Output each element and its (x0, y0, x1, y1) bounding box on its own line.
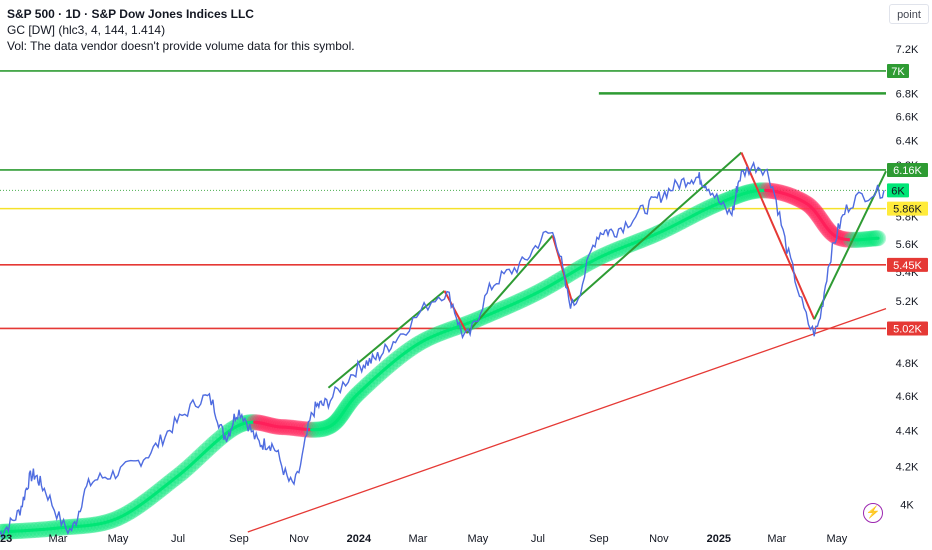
x-tick-label: May (108, 533, 129, 545)
price-line (0, 160, 885, 540)
y-tick-label: 4.4K (896, 426, 919, 438)
trend-line-3 (466, 234, 554, 334)
x-tick-label: Jul (531, 533, 545, 545)
x-axis: 2023 Mar May Jul Sep Nov 2024 Mar May Jul Sep Nov 20… (0, 533, 848, 545)
y-tick-label: 4.2K (896, 462, 919, 474)
level-label-text: 5.45K (893, 260, 922, 272)
y-tick-label: 7.2K (896, 44, 919, 56)
y-tick-label: 4.8K (896, 358, 919, 370)
level-label-box (887, 162, 928, 177)
y-tick-label: 4.6K (896, 391, 919, 403)
level-label-box (887, 201, 928, 216)
level-label-text: 7K (891, 66, 905, 78)
y-axis: 4K4.2K4.4K4.6K4.8K5.2K5.4K5.6K5.8K6.2K6.… (896, 44, 919, 511)
horizontal-levels (0, 70, 886, 330)
level-label-text: 5.86K (893, 204, 922, 216)
x-tick-label: Mar (49, 533, 68, 545)
scale-mode-button[interactable]: point (889, 4, 929, 24)
y-tick-label: 4K (900, 499, 914, 511)
legend-volume-note: Vol: The data vendor doesn't provide vol… (7, 39, 355, 53)
lightning-bolt-icon[interactable]: ⚡ (863, 503, 883, 523)
x-tick-label: Sep (589, 533, 609, 545)
price-series (0, 160, 885, 540)
x-tick-label: Mar (408, 533, 427, 545)
x-tick-label: Mar (767, 533, 786, 545)
trend-line-0 (247, 308, 887, 533)
x-tick-label: Sep (229, 533, 249, 545)
x-tick-label: May (826, 533, 847, 545)
legend-indicator[interactable]: GC [DW] (hlc3, 4, 144, 1.414) (7, 23, 166, 37)
y-tick-label: 6.8K (896, 88, 919, 100)
x-tick-label: Nov (649, 533, 669, 545)
level-label-box (887, 321, 928, 336)
level-label-text: 5.02K (893, 323, 922, 335)
trend-lines (247, 151, 887, 533)
level-label-box (887, 257, 928, 272)
y-tick-label: 6.4K (896, 135, 919, 147)
level-label-box (887, 183, 909, 198)
x-tick-label: 2024 (347, 533, 372, 545)
gc-band (0, 182, 887, 541)
y-tick-label: 6.6K (896, 112, 919, 124)
trend-line-2 (443, 290, 468, 334)
x-tick-label: Nov (289, 533, 309, 545)
trend-line-1 (327, 290, 446, 389)
level-label-text: 6K (891, 185, 905, 197)
legend-symbol-title[interactable]: S&P 500 · 1D · S&P Dow Jones Indices LLC (7, 7, 254, 21)
chart-legend: S&P 500 · 1D · S&P Dow Jones Indices LLC… (7, 6, 355, 54)
x-tick-label: 2023 (0, 533, 12, 545)
y-tick-label: 5.2K (896, 296, 919, 308)
level-label-text: 6.16K (893, 165, 922, 177)
x-tick-label: Jul (171, 533, 185, 545)
trend-line-6 (740, 152, 816, 320)
x-tick-label: 2025 (707, 533, 731, 545)
x-tick-label: May (468, 533, 489, 545)
level-labels: 7K 6.16K 6K 5.86K 5.45K 5.02K (887, 63, 928, 336)
level-label-box (887, 63, 909, 78)
trend-line-5 (571, 151, 743, 304)
y-tick-label: 5.6K (896, 239, 919, 251)
